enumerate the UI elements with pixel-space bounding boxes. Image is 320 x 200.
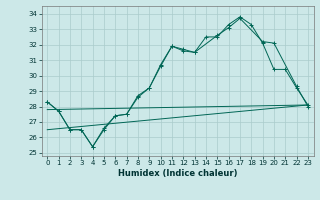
X-axis label: Humidex (Indice chaleur): Humidex (Indice chaleur) bbox=[118, 169, 237, 178]
